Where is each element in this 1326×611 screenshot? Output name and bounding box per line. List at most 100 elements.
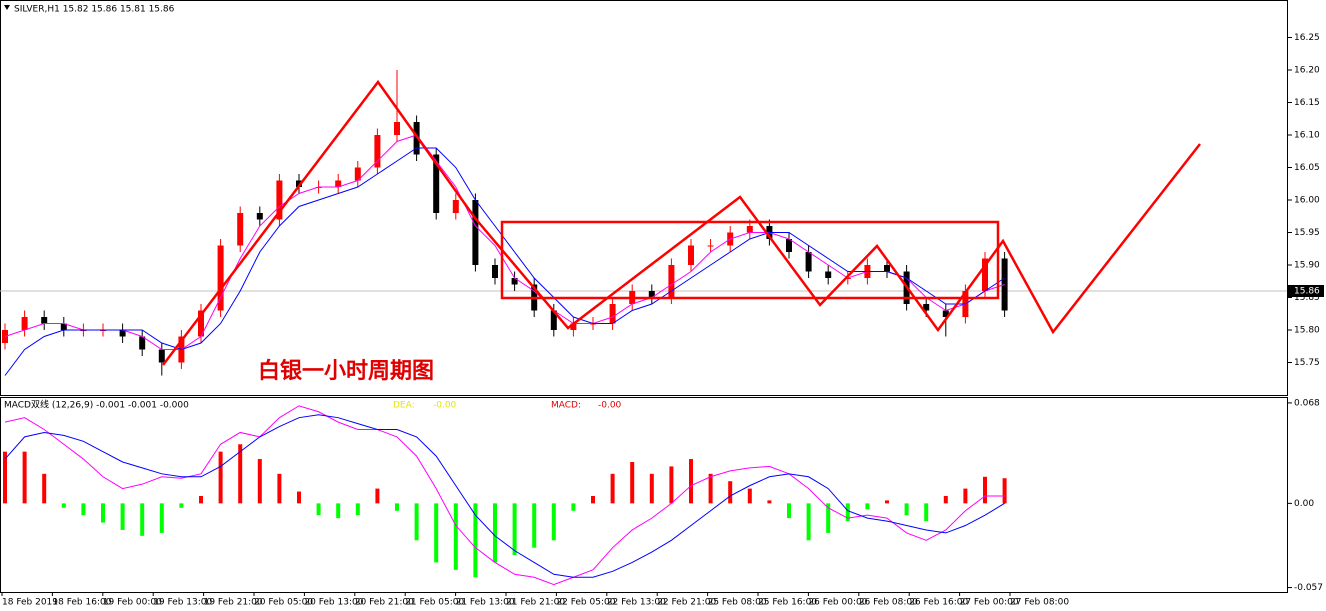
macd-bar (1002, 478, 1007, 504)
candle-body (942, 310, 949, 317)
annotation: 白银一小时周期图 (258, 358, 434, 384)
macd-bar (434, 503, 439, 563)
macd-bar (708, 473, 713, 504)
candle-body (158, 349, 165, 363)
candle-body (394, 122, 400, 135)
x-tick-label: 20 Feb 13:00 (304, 598, 363, 608)
x-tick-label: 20 Feb 21:00 (355, 598, 414, 608)
macd-bar (551, 503, 556, 541)
pattern-drawing (162, 79, 1201, 366)
candle-body (982, 258, 988, 291)
macd-bar (963, 488, 968, 504)
x-tick-label: 22 Feb 21:00 (657, 598, 716, 608)
candle-body (492, 265, 498, 278)
candle-body (433, 154, 440, 213)
x-tick-label: 21 Feb 13:00 (456, 598, 515, 608)
candle-body (570, 323, 577, 330)
macd-value: -0.00 (598, 401, 622, 411)
indicator-line (4, 147, 1005, 376)
x-tick-label: 26 Feb 16:00 (909, 598, 968, 608)
candle-body (139, 336, 146, 350)
dea-label: DEA: (393, 401, 415, 411)
y-tick-label: 16.05 (1294, 163, 1320, 173)
macd-bar (257, 459, 262, 504)
macd-bar (453, 503, 458, 570)
x-tick-label: 26 Feb 00:00 (808, 598, 867, 608)
macd-bar (61, 503, 66, 508)
macd-bar (120, 503, 125, 530)
macd-bar (669, 466, 674, 504)
x-tick-label: 18 Feb 2019 (2, 598, 58, 608)
indicator-line (4, 414, 1005, 578)
candle-body (884, 265, 890, 272)
indicator-line (4, 134, 1005, 350)
macd-bar (42, 473, 47, 504)
macd-bar (199, 495, 203, 504)
macd-bar (336, 503, 341, 519)
candle-body (276, 180, 283, 220)
macd-bar (610, 473, 615, 504)
candle-body (648, 291, 655, 298)
x-tick-label: 22 Feb 13:00 (607, 598, 666, 608)
y-tick-label: 16.25 (1294, 33, 1320, 43)
y-tick-label: 15.90 (1294, 261, 1320, 271)
candle-body (688, 245, 694, 265)
y-tick-label: 15.75 (1294, 358, 1320, 368)
macd-bar (355, 503, 360, 516)
x-tick-label: 26 Feb 08:00 (859, 598, 918, 608)
macd-bar (845, 503, 850, 522)
price-pane (0, 0, 1288, 396)
candle-body (119, 330, 126, 337)
macd-bar (22, 451, 27, 504)
candle-body (21, 317, 28, 330)
macd-bar (81, 503, 86, 516)
candle-body (550, 310, 557, 330)
candle-body (237, 213, 244, 246)
candle-body (805, 252, 812, 272)
macd-bar (512, 503, 517, 556)
macd-bar (375, 488, 380, 504)
y-tick-label: 16.15 (1294, 98, 1320, 108)
x-tick-label: 22 Feb 05:00 (556, 598, 615, 608)
macd-bar (591, 495, 595, 504)
macd-bar (414, 503, 419, 541)
macd-title: MACD双线 (12,26,9) -0.001 -0.001 -0.000 (4, 399, 189, 411)
candle-body (335, 180, 342, 187)
macd-bar (885, 500, 889, 504)
macd-bar (179, 503, 184, 508)
x-tick-label: 21 Feb 05:00 (405, 598, 464, 608)
candle-body (746, 226, 753, 233)
y-tick-label: 15.80 (1294, 326, 1320, 336)
candle-body (256, 213, 263, 220)
y-tick-label: 16.20 (1294, 66, 1320, 76)
macd-bar (395, 503, 399, 511)
macd-bar (101, 503, 105, 523)
candle-body (668, 265, 675, 298)
x-tick-label: 19 Feb 21:00 (204, 598, 263, 608)
x-tick-label: 21 Feb 21:00 (506, 598, 565, 608)
macd-label: MACD: (551, 401, 581, 411)
candle-body (472, 200, 479, 265)
macd-bar (649, 473, 654, 504)
x-tick-label: 20 Feb 05:00 (254, 598, 313, 608)
macd-bar (943, 495, 948, 504)
y-tick-label: 16.10 (1294, 131, 1320, 141)
x-tick-label: 25 Feb 16:00 (758, 598, 817, 608)
last-price-label: 15.86 (1294, 287, 1320, 297)
macd-bar (532, 503, 537, 548)
macd-bar (865, 503, 870, 510)
macd-bar (493, 503, 497, 563)
macd-bar (159, 503, 164, 533)
macd-bar (316, 503, 321, 516)
range-box (500, 220, 1000, 300)
macd-bar (297, 491, 301, 504)
x-tick-label: 27 Feb 08:00 (1010, 598, 1069, 608)
candle-body (609, 304, 616, 324)
candle-body (60, 323, 67, 330)
macd-bar (218, 451, 223, 504)
macd-bar (277, 473, 282, 504)
macd-bar (571, 503, 576, 511)
y-tick-label: 0.00 (1294, 499, 1314, 509)
candle-body (786, 239, 792, 252)
